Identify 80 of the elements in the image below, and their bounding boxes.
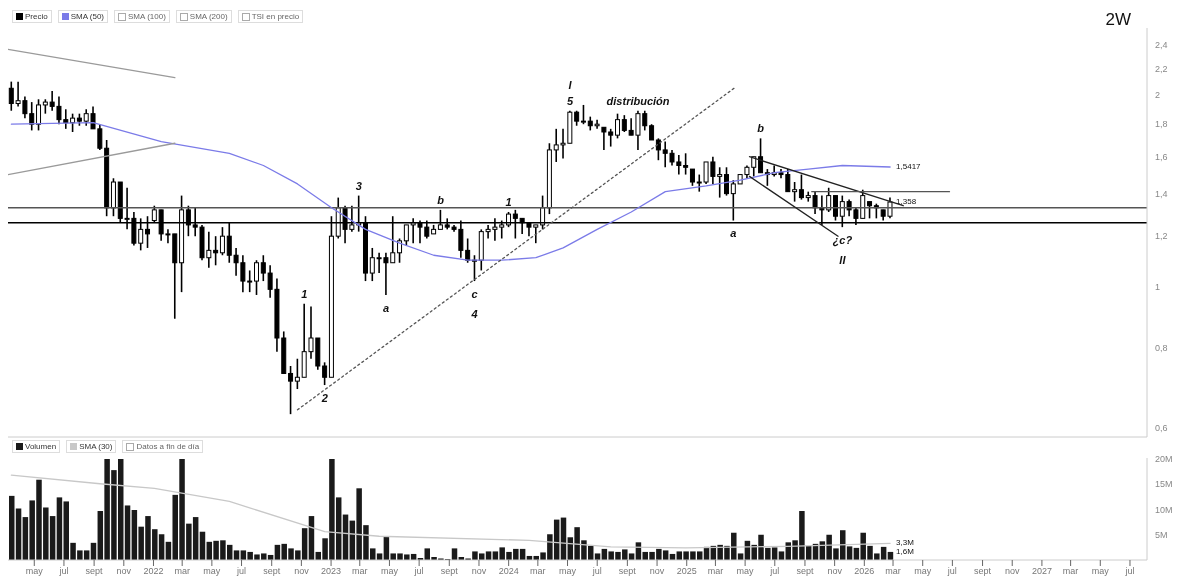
annotation: a [730, 227, 737, 240]
y-tick-label: 2 [1155, 90, 1161, 101]
x-tick-label: may [380, 566, 399, 577]
x-tick-label: nov [471, 566, 487, 577]
x-tick-label: nov [1004, 566, 1020, 577]
x-tick-label: 2023 [321, 566, 342, 577]
annotation: distribución [606, 94, 670, 107]
x-tick-label: jul [769, 566, 780, 577]
x-tick-label: may [559, 566, 577, 577]
x-tick-label: jul [413, 566, 424, 577]
x-tick-label: 2025 [676, 566, 697, 577]
x-tick-label: jul [946, 566, 957, 577]
annotation: b [757, 122, 765, 135]
annotation: a [382, 301, 390, 314]
legend-label: SMA (50) [57, 10, 109, 23]
y-tick-label: 1,8 [1155, 119, 1168, 130]
annotation: 2 [320, 391, 328, 404]
x-tick-label: mar [885, 566, 901, 577]
x-tick-label: sept [440, 566, 459, 577]
x-tick-label: jul [591, 566, 602, 577]
x-tick-label: mar [530, 566, 546, 577]
annotation: 3,3M [896, 538, 915, 548]
x-tick-label: may [1091, 566, 1110, 577]
text: SMA (100) [114, 10, 170, 23]
annotation: ¿c? [832, 234, 853, 248]
x-tick-label: 2024 [498, 566, 519, 577]
annotation: 3 [355, 179, 362, 192]
legend-label: Precio [12, 10, 52, 23]
annotation: II [839, 254, 847, 267]
annotation: 1,358 [896, 197, 917, 207]
y-tick-label: 0,6 [1155, 422, 1168, 433]
x-tick-label: may [914, 566, 932, 577]
y-tick-label: 0,8 [1155, 343, 1168, 354]
x-tick-label: may [736, 566, 755, 577]
x-tick-label: jul [236, 566, 247, 577]
x-tick-label: 2022 [143, 566, 164, 577]
annotation: 5 [566, 94, 574, 107]
x-tick-label: mar [352, 566, 368, 577]
x-tick-label: 2027 [1031, 566, 1052, 577]
y-tick-label: 2,4 [1155, 39, 1168, 50]
y-tick-label: 20M [1155, 454, 1173, 465]
y-tick-label: 1,6 [1155, 151, 1168, 162]
y-tick-label: 1,2 [1155, 231, 1168, 242]
text: TSI en precio [237, 10, 304, 23]
x-tick-label: nov [294, 566, 310, 577]
x-tick-label: nov [649, 566, 665, 577]
annotation: 1 [301, 287, 308, 300]
x-tick-label: mar [1062, 566, 1079, 577]
text: SMA (200) [175, 10, 232, 23]
annotation: I [568, 78, 573, 91]
x-tick-label: sept [618, 566, 637, 577]
legend-label: SMA (30) [66, 440, 117, 453]
x-tick-label: nov [827, 566, 843, 577]
annotation: c [471, 287, 478, 300]
x-tick-label: may [25, 566, 44, 577]
x-tick-label: 2026 [854, 566, 875, 577]
x-tick-label: sept [263, 566, 281, 577]
annotation: 1 [505, 195, 512, 208]
y-tick-label: 15M [1155, 479, 1173, 490]
x-tick-label: may [203, 566, 221, 577]
x-tick-label: sept [85, 566, 104, 577]
text: Datos a fin de día [122, 440, 204, 453]
y-tick-label: 5M [1155, 529, 1168, 540]
annotation: 1,5417 [896, 162, 922, 172]
y-tick-label: 2,2 [1155, 63, 1168, 74]
y-tick-label: 10M [1155, 504, 1173, 515]
x-tick-label: mar [707, 566, 724, 577]
x-tick-label: sept [974, 566, 992, 577]
x-tick-label: jul [1124, 566, 1135, 577]
x-tick-label: mar [174, 566, 190, 577]
annotation: 1,6M [896, 547, 915, 557]
annotation: b [437, 193, 445, 206]
y-tick-label: 1 [1155, 281, 1161, 292]
x-tick-label: sept [796, 566, 814, 577]
chart-title: 2W [1105, 10, 1131, 30]
annotation: 4 [470, 307, 478, 320]
x-tick-label: jul [58, 566, 69, 577]
y-tick-label: 1,4 [1155, 188, 1168, 199]
x-tick-label: nov [116, 566, 132, 577]
legend-label: Volumen [12, 440, 61, 453]
